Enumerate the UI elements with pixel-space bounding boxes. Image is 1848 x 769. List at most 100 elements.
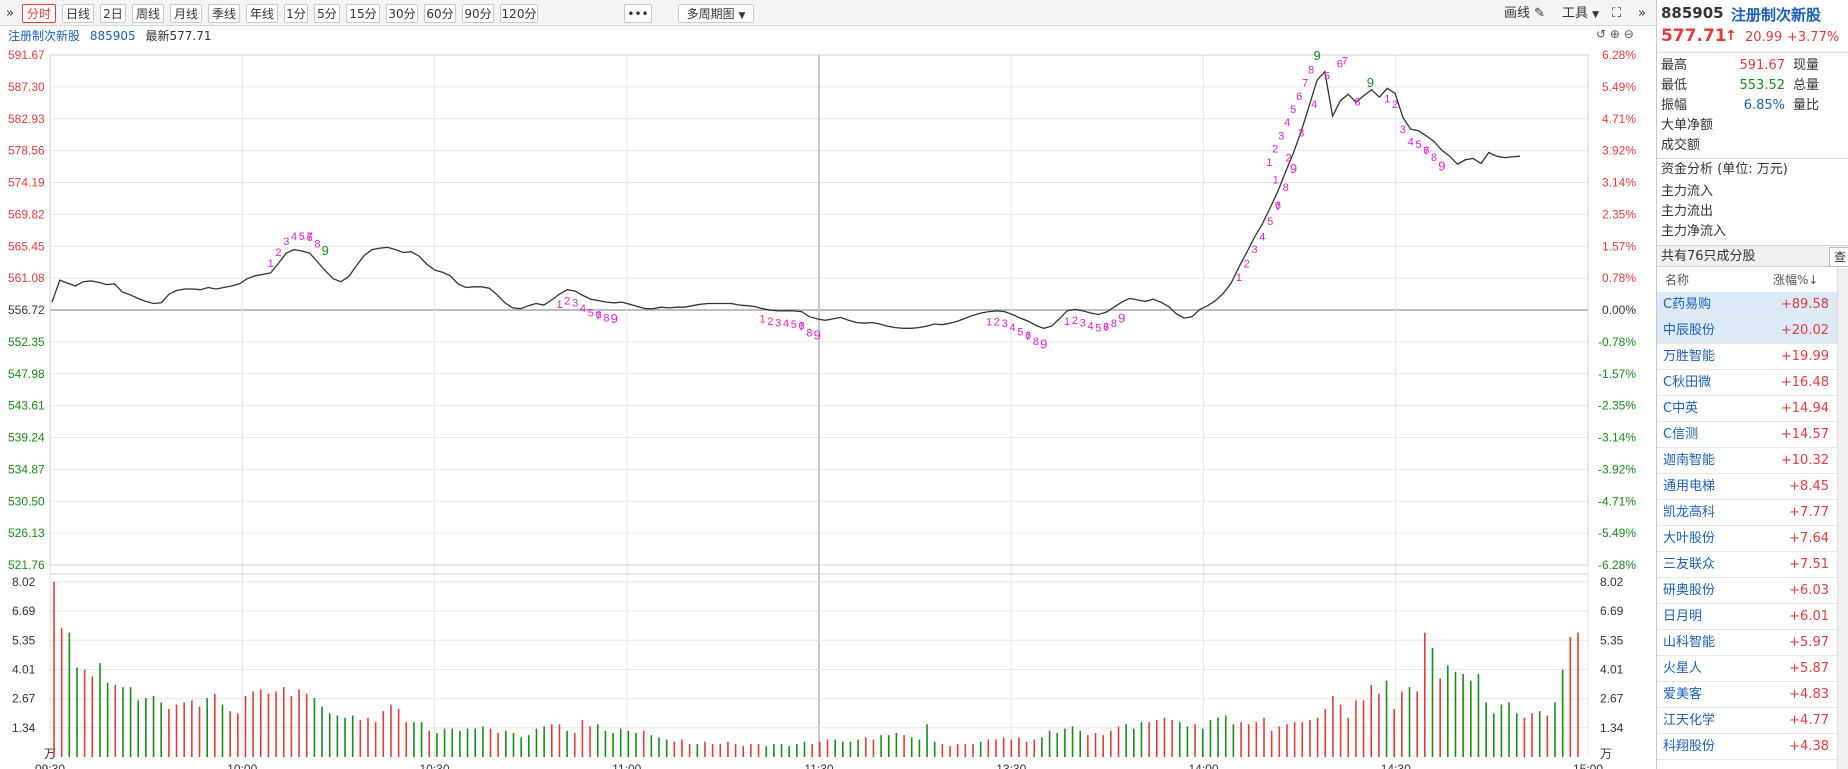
period-tab[interactable]: 分时 [22, 4, 56, 23]
volume-right-tick: 2.67 [1600, 692, 1624, 706]
quote-code: 885905 [1661, 4, 1724, 22]
constituent-name[interactable]: 山科智能 [1663, 635, 1716, 650]
zoom-out-icon[interactable]: ⊖ [1623, 27, 1634, 41]
y-left-tick: 521.76 [8, 558, 45, 572]
y-right-tick: 5.49% [1602, 80, 1636, 94]
volume-unit-right: 万 [1600, 747, 1612, 761]
constituent-name[interactable]: 中辰股份 [1663, 323, 1716, 338]
constituent-name[interactable]: 火星人 [1663, 661, 1703, 676]
td-sequence-digit: 2 [564, 295, 570, 307]
constituent-row[interactable]: 中辰股份 +20.02 [1657, 318, 1837, 344]
constituent-row[interactable]: 火星人 +5.87 [1657, 656, 1837, 682]
constituent-change: +14.57 [1780, 427, 1829, 442]
constituent-row[interactable]: 科翔股份 +4.38 [1657, 734, 1837, 760]
period-tab[interactable]: 月线 [170, 4, 202, 23]
constituent-name[interactable]: 爱美客 [1663, 687, 1703, 702]
constituent-name[interactable]: 江天化学 [1663, 713, 1716, 728]
td-sequence-digit: 9 [1118, 310, 1125, 325]
period-tab[interactable]: 日线 [62, 4, 94, 23]
period-tab[interactable]: 15分 [346, 4, 380, 23]
td-sequence-digit: 2 [1285, 152, 1291, 164]
constituent-change: +7.51 [1789, 557, 1829, 572]
quote-change: 20.99 [1745, 30, 1783, 45]
td-sequence-digit: 5 [1290, 104, 1296, 116]
td-sequence-digit: 7 [1025, 331, 1031, 343]
y-left-tick: 569.82 [8, 207, 45, 221]
tools-dropdown[interactable]: 工具 ▼ [1562, 4, 1599, 23]
fullscreen-icon[interactable]: ⛶ [1612, 6, 1622, 21]
constituent-row[interactable]: 三友联众 +7.51 [1657, 552, 1837, 578]
y-left-tick: 582.93 [8, 112, 45, 126]
period-tab[interactable]: 90分 [462, 4, 494, 23]
td-sequence-digit: 6 [799, 321, 805, 333]
latest-price-label: 最新577.71 [145, 29, 212, 43]
constituent-change: +5.87 [1789, 661, 1829, 676]
td-sequence-digit: 8 [1033, 336, 1039, 348]
constituent-row[interactable]: 山科智能 +5.97 [1657, 630, 1837, 656]
more-periods-button[interactable]: ••• [624, 4, 652, 23]
constituent-name[interactable]: C秋田微 [1663, 375, 1712, 390]
constituent-row[interactable]: 通用电梯 +8.45 [1657, 474, 1837, 500]
constituent-change: +20.02 [1780, 323, 1829, 338]
fund-label: 主力流出 [1661, 204, 1714, 219]
undo-icon[interactable]: ↺ [1596, 27, 1607, 41]
constituent-row[interactable]: 凯龙高科 +7.77 [1657, 500, 1837, 526]
constituent-name[interactable]: 研奥股份 [1663, 583, 1716, 598]
period-tab[interactable]: 2日 [100, 4, 126, 23]
expand-right-icon[interactable]: » [1638, 6, 1646, 21]
constituent-row[interactable]: C秋田微 +16.48 [1657, 370, 1837, 396]
multi-period-dropdown[interactable]: 多周期图 ▼ [678, 4, 754, 23]
draw-line-button[interactable]: 画线 ✎ [1504, 4, 1545, 23]
td-sequence-digit: 4 [1087, 320, 1093, 332]
collapse-left-icon[interactable]: » [6, 6, 14, 21]
constituent-row[interactable]: C药易购 +89.58 [1657, 292, 1837, 318]
constituent-row[interactable]: 爱美客 +4.83 [1657, 682, 1837, 708]
constituent-name[interactable]: 迦南智能 [1663, 453, 1716, 468]
constituent-name[interactable]: C药易购 [1663, 297, 1712, 312]
constituent-row[interactable]: 日月明 +6.01 [1657, 604, 1837, 630]
period-tab[interactable]: 60分 [424, 4, 456, 23]
zoom-in-icon[interactable]: ⊕ [1609, 27, 1620, 41]
y-left-tick: 587.30 [8, 80, 45, 94]
volume-right-tick: 8.02 [1600, 575, 1624, 589]
constituent-row[interactable]: 研奥股份 +6.03 [1657, 578, 1837, 604]
constituent-name[interactable]: 通用电梯 [1663, 479, 1716, 494]
td-sequence-digit: 2 [1244, 258, 1250, 270]
constituent-row[interactable]: 大叶股份 +7.64 [1657, 526, 1837, 552]
query-button[interactable]: 查 [1829, 247, 1848, 267]
fund-analysis-title: 资金分析 (单位: 万元) [1661, 162, 1788, 177]
constituent-name[interactable]: 三友联众 [1663, 557, 1716, 572]
list-scrollbar[interactable] [1837, 268, 1848, 769]
time-tick: 13:30 [996, 762, 1026, 769]
y-right-tick: -5.49% [1598, 526, 1636, 540]
constituent-name[interactable]: 科翔股份 [1663, 739, 1716, 754]
td-sequence-digit: 7 [1302, 78, 1308, 90]
time-tick: 11:30 [804, 762, 833, 769]
col-name-header[interactable]: 名称 [1665, 273, 1690, 287]
period-tab[interactable]: 1分 [284, 4, 308, 23]
period-tab[interactable]: 120分 [500, 4, 538, 23]
constituent-row[interactable]: C中英 +14.94 [1657, 396, 1837, 422]
constituent-name[interactable]: 万胜智能 [1663, 349, 1716, 364]
period-tab[interactable]: 年线 [246, 4, 278, 23]
stat-label: 最高 [1661, 58, 1688, 73]
period-tab[interactable]: 周线 [132, 4, 164, 23]
constituent-row[interactable]: 江天化学 +4.77 [1657, 708, 1837, 734]
constituent-name[interactable]: 大叶股份 [1663, 531, 1716, 546]
col-change-header[interactable]: 涨幅%↓ [1773, 273, 1819, 287]
constituent-row[interactable]: C信测 +14.57 [1657, 422, 1837, 448]
period-tab[interactable]: 5分 [314, 4, 340, 23]
constituent-name[interactable]: 凯龙高科 [1663, 505, 1716, 520]
constituent-name[interactable]: C信测 [1663, 427, 1699, 442]
constituent-name[interactable]: C中英 [1663, 401, 1699, 416]
y-right-tick: 3.92% [1602, 144, 1636, 158]
constituent-row[interactable]: 万胜智能 +19.99 [1657, 344, 1837, 370]
volume-unit-left: 万 [44, 747, 56, 761]
volume-right-tick: 6.69 [1600, 604, 1624, 618]
period-tab[interactable]: 30分 [386, 4, 418, 23]
time-tick: 14:00 [1188, 762, 1218, 769]
td-sequence-digit: 6 [307, 232, 313, 244]
constituent-name[interactable]: 日月明 [1663, 609, 1703, 624]
period-tab[interactable]: 季线 [208, 4, 240, 23]
constituent-row[interactable]: 迦南智能 +10.32 [1657, 448, 1837, 474]
